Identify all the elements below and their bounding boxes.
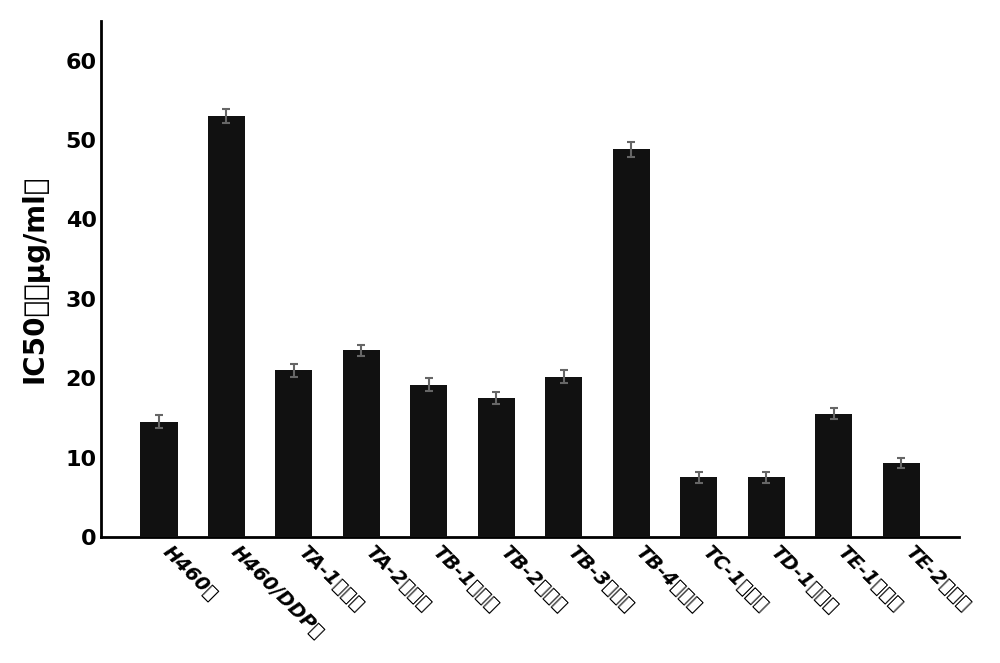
Bar <box>748 477 785 537</box>
Bar <box>883 463 920 537</box>
Bar <box>208 116 245 537</box>
Bar <box>613 149 650 537</box>
Bar <box>275 370 312 537</box>
Bar <box>545 377 582 537</box>
Bar <box>478 398 515 537</box>
Bar <box>410 385 447 537</box>
Y-axis label: IC50値（μg/ml）: IC50値（μg/ml） <box>21 175 49 383</box>
Bar <box>343 350 380 537</box>
Bar <box>815 414 852 537</box>
Bar <box>140 422 178 537</box>
Bar <box>680 477 717 537</box>
